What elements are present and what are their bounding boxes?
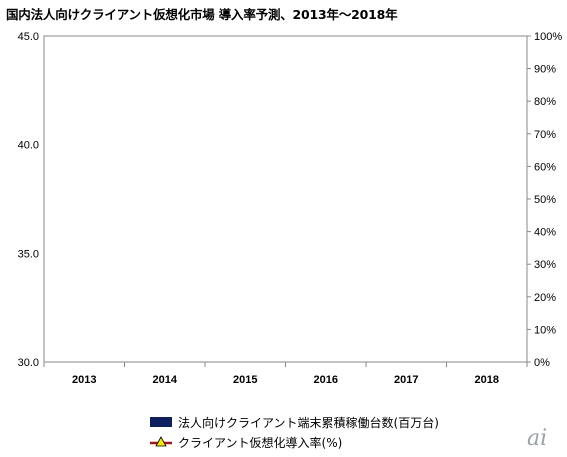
logo-icon: ai [527,426,547,451]
left-axis-ticks: 30.0 35.0 40.0 45.0 [18,31,39,369]
x-tick-label: 2017 [394,374,418,386]
x-axis-ticks: 2013 2014 2015 2016 2017 2018 [72,374,499,386]
right-tick-label: 0% [534,357,550,369]
legend-line-swatch [150,436,172,447]
svg-text:ai: ai [527,426,547,451]
legend-bar-swatch [150,417,172,427]
x-tick-label: 2013 [72,374,96,386]
right-tick-label: 60% [534,161,556,173]
left-tick-label: 45.0 [18,31,39,43]
x-tick-label: 2018 [475,374,499,386]
left-tick-label: 35.0 [18,248,39,260]
right-tick-label: 70% [534,129,556,141]
legend-bar-label: 法人向けクライアント端末累積稼働台数(百万台) [178,415,439,430]
right-tick-label: 80% [534,96,556,108]
chart-canvas: 30.0 35.0 40.0 45.0 0% 10% 20% 30% 40% 50% 60% 70%… [18,31,563,386]
right-tick-label: 90% [534,64,556,76]
x-tick-label: 2015 [233,374,257,386]
legend: 法人向けクライアント端末累積稼働台数(百万台) クライアント仮想化導入率(%) [150,412,439,452]
left-tick-label: 40.0 [18,140,39,152]
chart-title: 国内法人向けクライアント仮想化市場 導入率予測、2013年～2018年 [6,7,398,22]
right-tick-label: 50% [534,194,556,206]
axes [43,35,531,367]
right-tick-label: 20% [534,292,556,304]
legend-item-bar: 法人向けクライアント端末累積稼働台数(百万台) [150,412,439,432]
right-tick-label: 30% [534,259,556,271]
plot-frame [43,35,528,363]
legend-line-label: クライアント仮想化導入率(%) [178,435,343,450]
right-axis-ticks: 0% 10% 20% 30% 40% 50% 60% 70% 80% 90% 100% [534,31,562,369]
legend-item-line: クライアント仮想化導入率(%) [150,432,439,452]
right-tick-label: 100% [534,31,562,43]
x-tick-label: 2014 [153,374,178,386]
x-tick-label: 2016 [314,374,338,386]
left-tick-label: 30.0 [18,357,39,369]
right-tick-label: 40% [534,227,556,239]
right-tick-label: 10% [534,324,556,336]
